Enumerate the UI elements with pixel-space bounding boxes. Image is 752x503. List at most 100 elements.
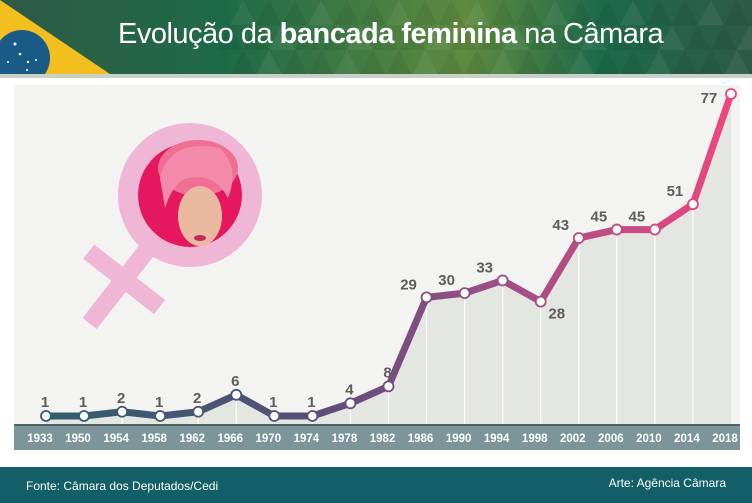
pattern-triangle — [516, 0, 542, 25]
header-divider — [0, 74, 752, 78]
title-prefix: Evolução da — [118, 18, 280, 50]
pattern-triangle — [594, 0, 620, 25]
title-suffix: na Câmara — [516, 18, 664, 50]
pattern-triangle — [308, 0, 334, 25]
pattern-triangle — [542, 50, 568, 74]
pattern-triangle — [295, 25, 321, 50]
pattern-triangle — [568, 0, 594, 25]
x-tick-label: 1998 — [522, 433, 548, 445]
data-point — [116, 405, 129, 418]
data-point — [230, 388, 243, 401]
header-banner: Evolução da bancada feminina na Câmara — [0, 0, 752, 74]
pattern-triangle — [256, 0, 282, 25]
credit-text: Arte: Agência Câmara — [608, 476, 726, 490]
pattern-triangle — [425, 25, 451, 50]
pattern-triangle — [646, 0, 672, 25]
data-point — [306, 410, 319, 422]
pattern-triangle — [555, 25, 581, 50]
data-label: 1 — [41, 394, 49, 411]
data-point — [192, 405, 205, 418]
x-tick-label: 1986 — [408, 433, 434, 445]
pattern-triangle — [243, 25, 269, 50]
pattern-triangle — [347, 25, 373, 50]
line-chart: 1 1 2 1 2 6 1 1 4 8 29 30 33 28 43 45 45 51 77 1933 1950 195… — [14, 85, 740, 450]
pattern-triangle — [672, 0, 698, 25]
x-tick-label: 1994 — [484, 433, 510, 445]
data-point — [687, 198, 699, 211]
x-tick-label: 1970 — [256, 433, 282, 445]
pattern-triangle — [711, 25, 737, 50]
data-label: 1 — [79, 394, 87, 411]
pattern-triangle — [256, 50, 282, 74]
data-label: 1 — [155, 394, 163, 411]
x-tick-label: 2010 — [636, 433, 662, 445]
data-label: 6 — [231, 373, 239, 390]
area-fill — [46, 94, 731, 425]
pattern-triangle — [685, 25, 711, 50]
data-label: 4 — [345, 381, 354, 398]
pattern-triangle — [282, 50, 308, 74]
pattern-triangle — [438, 0, 464, 25]
pattern-triangle — [659, 25, 685, 50]
pattern-triangle — [477, 25, 503, 50]
face — [178, 186, 222, 246]
pattern-triangle — [620, 0, 646, 25]
data-point — [725, 88, 737, 100]
pattern-triangle — [269, 25, 295, 50]
pattern-triangle — [360, 50, 386, 74]
data-label: 29 — [400, 276, 417, 293]
data-label: 51 — [667, 183, 684, 200]
data-point — [572, 232, 585, 244]
data-label: 1 — [269, 394, 277, 411]
data-label: 77 — [701, 90, 718, 107]
pattern-triangle — [464, 0, 490, 25]
x-tick-label: 1950 — [65, 433, 91, 445]
data-point — [154, 410, 167, 422]
pattern-triangle — [568, 50, 594, 74]
brazil-flag-icon — [0, 0, 110, 74]
pattern-triangle — [724, 50, 750, 74]
x-tick-label: 1962 — [179, 433, 205, 445]
pattern-triangle — [334, 50, 360, 74]
footer: Fonte: Câmara dos Deputados/Cedi Arte: A… — [0, 467, 752, 503]
page-title: Evolução da bancada feminina na Câmara — [118, 18, 664, 51]
pattern-triangle — [594, 50, 620, 74]
pattern-triangle — [412, 50, 438, 74]
data-label: 2 — [193, 390, 201, 407]
data-label: 1 — [307, 394, 315, 411]
pattern-triangle — [542, 0, 568, 25]
pattern-triangle — [490, 0, 516, 25]
x-tick-label: 1990 — [446, 433, 472, 445]
pattern-triangle — [503, 25, 529, 50]
data-label: 45 — [629, 209, 646, 226]
data-label: 43 — [552, 217, 569, 234]
data-point — [610, 223, 623, 236]
data-label: 8 — [383, 364, 391, 381]
data-point — [268, 410, 281, 422]
source-text: Fonte: Câmara dos Deputados/Cedi — [26, 479, 219, 493]
pattern-triangle — [373, 25, 399, 50]
x-axis-band — [14, 425, 740, 450]
pattern-triangle — [360, 0, 386, 25]
pattern-triangle — [737, 25, 752, 50]
data-label: 2 — [117, 390, 125, 407]
x-tick-label: 1974 — [294, 433, 320, 445]
pattern-triangle — [581, 25, 607, 50]
pattern-triangle — [412, 0, 438, 25]
x-tick-label: 2006 — [598, 433, 624, 445]
pattern-triangle — [516, 50, 542, 74]
x-tick-label: 1958 — [141, 433, 167, 445]
data-point — [648, 223, 661, 236]
pattern-triangle — [646, 50, 672, 74]
pattern-triangle — [386, 0, 412, 25]
pattern-triangle — [438, 50, 464, 74]
pattern-triangle — [230, 50, 256, 74]
x-tick-label: 1966 — [217, 433, 243, 445]
pattern-triangle — [464, 50, 490, 74]
pattern-triangle — [308, 50, 334, 74]
pattern-triangle — [698, 50, 724, 74]
data-point — [382, 380, 395, 393]
title-bold: bancada feminina — [279, 18, 517, 50]
pattern-triangle — [607, 25, 633, 50]
pattern-triangle — [334, 0, 360, 25]
